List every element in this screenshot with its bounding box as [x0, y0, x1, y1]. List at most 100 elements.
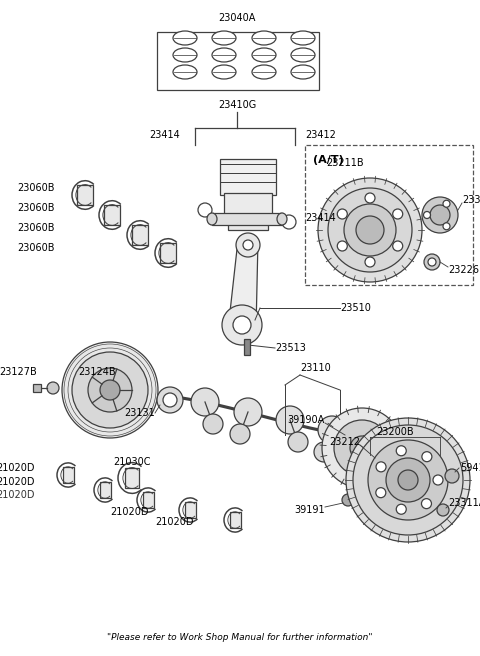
Circle shape	[428, 258, 436, 266]
Circle shape	[376, 487, 386, 498]
Bar	[33, 384, 41, 392]
Circle shape	[422, 452, 432, 462]
Text: 23414: 23414	[149, 130, 180, 140]
Bar	[220, 159, 276, 195]
Bar	[132, 224, 148, 245]
Circle shape	[443, 223, 450, 230]
Circle shape	[365, 257, 375, 267]
Bar	[305, 145, 473, 285]
Circle shape	[365, 193, 375, 203]
Circle shape	[353, 425, 463, 535]
Circle shape	[243, 240, 253, 250]
Ellipse shape	[212, 31, 236, 45]
Ellipse shape	[207, 213, 217, 225]
Text: 39191: 39191	[294, 505, 325, 515]
Circle shape	[314, 442, 334, 462]
Bar	[244, 339, 250, 355]
Circle shape	[328, 188, 412, 272]
Circle shape	[191, 388, 219, 416]
Circle shape	[422, 197, 458, 233]
Circle shape	[368, 440, 448, 520]
Text: 21020D: 21020D	[0, 490, 35, 500]
Circle shape	[47, 382, 59, 394]
Circle shape	[386, 458, 430, 502]
Circle shape	[322, 408, 402, 488]
Circle shape	[393, 209, 403, 219]
Text: 21020D: 21020D	[0, 463, 35, 473]
Circle shape	[445, 469, 459, 483]
Polygon shape	[228, 240, 258, 330]
Circle shape	[203, 414, 223, 434]
Circle shape	[437, 504, 449, 516]
Ellipse shape	[173, 65, 197, 79]
Circle shape	[288, 432, 308, 452]
Circle shape	[393, 241, 403, 251]
Text: 59418: 59418	[460, 463, 480, 473]
Circle shape	[396, 504, 406, 514]
Text: 23131: 23131	[124, 408, 155, 418]
Circle shape	[233, 316, 251, 334]
Circle shape	[282, 215, 296, 229]
Text: 21020D: 21020D	[0, 477, 35, 487]
Bar	[157, 32, 319, 90]
Circle shape	[350, 436, 374, 460]
Bar	[125, 468, 139, 488]
Circle shape	[318, 416, 346, 444]
Circle shape	[433, 475, 443, 485]
Text: 23513: 23513	[275, 343, 306, 353]
Bar	[160, 243, 176, 264]
Circle shape	[430, 205, 450, 225]
Circle shape	[222, 305, 262, 345]
Circle shape	[72, 352, 148, 428]
Circle shape	[88, 368, 132, 412]
Text: 21020D: 21020D	[155, 517, 193, 527]
Wedge shape	[370, 442, 408, 518]
Text: 23311B: 23311B	[462, 195, 480, 205]
Circle shape	[100, 380, 120, 400]
Bar	[62, 467, 73, 483]
Text: 23410G: 23410G	[218, 100, 256, 110]
Circle shape	[423, 211, 431, 218]
Bar	[224, 193, 272, 215]
Bar	[99, 482, 110, 498]
Circle shape	[276, 406, 304, 434]
Circle shape	[424, 254, 440, 270]
Text: 23211B: 23211B	[326, 158, 364, 168]
Text: 23110: 23110	[300, 363, 331, 373]
Circle shape	[163, 393, 177, 407]
Circle shape	[398, 470, 418, 490]
Bar	[212, 213, 282, 225]
Circle shape	[337, 209, 348, 219]
Text: 23510: 23510	[340, 303, 371, 313]
Ellipse shape	[252, 65, 276, 79]
Circle shape	[396, 446, 406, 456]
Text: 23200B: 23200B	[376, 427, 414, 437]
Text: 23124B: 23124B	[78, 367, 116, 377]
Ellipse shape	[252, 48, 276, 62]
Text: 23060B: 23060B	[17, 223, 55, 233]
Text: 23414: 23414	[305, 213, 336, 223]
Circle shape	[344, 204, 396, 256]
Ellipse shape	[291, 65, 315, 79]
Circle shape	[230, 424, 250, 444]
Bar	[184, 502, 195, 518]
Ellipse shape	[277, 213, 287, 225]
Circle shape	[318, 178, 422, 282]
Text: 21020D: 21020D	[110, 507, 148, 517]
Text: 23412: 23412	[305, 130, 336, 140]
Text: 23040A: 23040A	[218, 13, 256, 23]
Ellipse shape	[252, 31, 276, 45]
Circle shape	[236, 233, 260, 257]
Circle shape	[342, 494, 354, 506]
Text: 23212: 23212	[329, 437, 360, 447]
Text: 23226B: 23226B	[448, 265, 480, 275]
Bar	[229, 512, 240, 527]
Circle shape	[376, 462, 386, 472]
Circle shape	[346, 418, 470, 542]
Text: 23060B: 23060B	[17, 183, 55, 193]
Text: (A/T): (A/T)	[313, 155, 344, 165]
Circle shape	[443, 200, 450, 207]
Ellipse shape	[291, 31, 315, 45]
Text: 39190A: 39190A	[288, 415, 325, 425]
Circle shape	[337, 241, 348, 251]
